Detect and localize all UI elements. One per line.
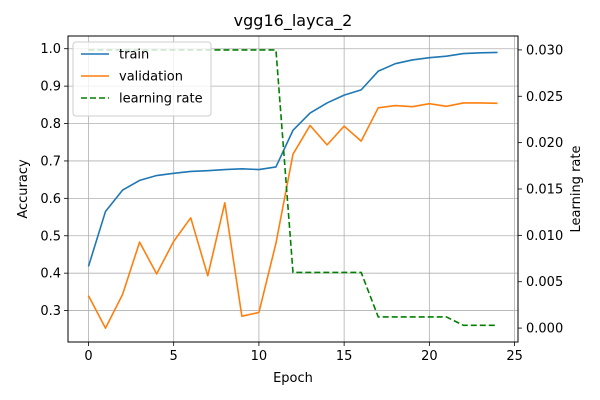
x-tick-label: 15 <box>336 349 353 364</box>
y-axis-label: Accuracy <box>16 159 31 219</box>
x-tick-label: 0 <box>84 349 92 364</box>
y2-axis-label: Learning rate <box>569 146 584 233</box>
y-tick-label: 0.7 <box>40 154 61 169</box>
y-tick-label: 0.8 <box>40 117 61 132</box>
y2-tick-label: 0.025 <box>526 90 563 105</box>
legend-label: train <box>119 48 149 63</box>
ticks: 0 5 10 15 20 25 0.3 0.4 0.5 0.6 0.7 0.8 0.9 1.0 0.000 0… <box>40 42 563 364</box>
x-tick-label: 25 <box>506 349 523 364</box>
y2-tick-label: 0.030 <box>526 43 563 58</box>
x-tick-label: 20 <box>421 349 438 364</box>
legend-label: validation <box>119 70 183 85</box>
y2-tick-label: 0.015 <box>526 183 563 198</box>
y-tick-label: 0.3 <box>40 304 61 319</box>
legend: train validation learning rate <box>72 41 212 117</box>
y2-tick-label: 0.010 <box>526 229 563 244</box>
x-axis-label: Epoch <box>273 371 313 386</box>
y-tick-label: 0.6 <box>40 192 61 207</box>
y-tick-label: 0.9 <box>40 80 61 95</box>
series-line-train <box>87 51 498 267</box>
legend-box <box>72 41 212 117</box>
chart-title: vgg16_layca_2 <box>234 11 353 31</box>
grid <box>68 36 518 342</box>
y-tick-label: 0.5 <box>40 229 61 244</box>
x-tick-label: 5 <box>170 349 178 364</box>
x-tick-label: 10 <box>251 349 268 364</box>
series-line-validation <box>87 102 498 329</box>
y2-tick-label: 0.020 <box>526 136 563 151</box>
legend-label: learning rate <box>119 92 203 107</box>
y-tick-label: 1.0 <box>40 42 61 57</box>
y2-tick-label: 0.000 <box>526 322 563 337</box>
y2-tick-label: 0.005 <box>526 275 563 290</box>
y-tick-label: 0.4 <box>40 267 61 282</box>
